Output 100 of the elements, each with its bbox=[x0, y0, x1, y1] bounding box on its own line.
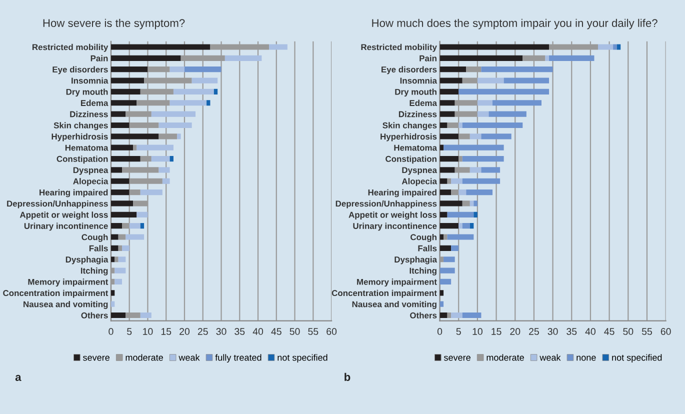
y-tick-label: Dry mouth bbox=[395, 88, 436, 97]
bar bbox=[440, 55, 523, 61]
y-tick-label: Alopecia bbox=[73, 178, 108, 186]
bar bbox=[474, 200, 478, 206]
y-tick-label: Pain bbox=[420, 55, 436, 62]
bar bbox=[466, 190, 493, 196]
x-tick-label: 20 bbox=[180, 328, 190, 335]
y-tick-label: Others bbox=[410, 312, 437, 318]
x-tick-label: 35 bbox=[566, 328, 577, 335]
x-tick-label: 25 bbox=[529, 328, 539, 335]
x-tick-label: 45 bbox=[604, 328, 614, 335]
bar bbox=[110, 55, 181, 61]
y-tick-label: Hematoma bbox=[394, 144, 438, 151]
bar bbox=[440, 190, 452, 196]
bar bbox=[440, 245, 452, 251]
x-tick-label: 30 bbox=[548, 328, 558, 335]
x-tick-label: 10 bbox=[472, 328, 482, 335]
y-tick-label: Itching bbox=[80, 267, 108, 276]
bar bbox=[114, 268, 126, 274]
x-tick-label: 55 bbox=[642, 328, 652, 335]
chart-title: How severe is the symptom? bbox=[43, 18, 185, 30]
bar bbox=[477, 78, 504, 84]
bar bbox=[440, 278, 452, 285]
y-tick-label: Insomnia bbox=[400, 77, 438, 84]
legend-label: weak bbox=[178, 354, 200, 361]
bar bbox=[110, 223, 122, 229]
y-tick-label: Itching bbox=[410, 267, 436, 276]
bar bbox=[118, 245, 122, 251]
y-tick-label: Cough bbox=[410, 234, 436, 242]
bar bbox=[118, 234, 126, 240]
bar bbox=[110, 88, 140, 94]
y-tick-label: Alopecia bbox=[402, 178, 438, 186]
bar bbox=[488, 111, 526, 117]
bar bbox=[110, 134, 159, 140]
legend-label: fully treated bbox=[215, 354, 262, 363]
x-tick-label: 60 bbox=[660, 328, 671, 335]
bar bbox=[440, 88, 459, 94]
y-tick-label: Hematoma bbox=[65, 144, 108, 151]
bar bbox=[440, 122, 448, 128]
x-tick-label: 5 bbox=[456, 328, 461, 335]
x-tick-label: 40 bbox=[252, 328, 264, 335]
bar bbox=[440, 200, 462, 206]
bar bbox=[206, 100, 210, 106]
bar bbox=[158, 122, 192, 128]
legend-label: severe bbox=[83, 356, 110, 361]
bar bbox=[114, 256, 118, 262]
legend-label: not specified bbox=[612, 354, 662, 363]
bar bbox=[173, 88, 214, 94]
y-tick-label: Cough bbox=[82, 234, 108, 242]
x-tick-label: 30 bbox=[216, 328, 226, 335]
legend-label: moderate bbox=[486, 354, 524, 361]
y-tick-label: Others bbox=[81, 312, 108, 318]
y-tick-label: Dyspnea bbox=[73, 167, 108, 175]
y-tick-label: Dysphagia bbox=[394, 256, 438, 264]
bar bbox=[462, 312, 482, 318]
bar bbox=[177, 134, 181, 140]
bar bbox=[444, 144, 504, 150]
bar bbox=[110, 245, 118, 251]
bar bbox=[451, 245, 459, 251]
y-tick-label: Appetit or weight loss bbox=[348, 212, 437, 220]
legend-label: severe bbox=[444, 356, 470, 361]
bar bbox=[462, 156, 504, 162]
bar bbox=[440, 301, 444, 307]
bar bbox=[447, 178, 452, 184]
bar bbox=[214, 88, 218, 94]
y-tick-label: Nausea and vomiting bbox=[352, 301, 436, 309]
y-tick-label: Memory impairment bbox=[28, 278, 108, 287]
x-tick-label: 50 bbox=[623, 328, 634, 335]
bar bbox=[458, 190, 466, 196]
bar bbox=[462, 178, 500, 184]
bar bbox=[440, 156, 459, 162]
legend-label: not specified bbox=[278, 354, 328, 363]
bar bbox=[110, 278, 115, 285]
y-tick-label: Urinary incontinence bbox=[353, 222, 437, 231]
bar bbox=[110, 111, 126, 117]
y-tick-label: Concentration impairment bbox=[332, 290, 437, 298]
y-tick-label: Constipation bbox=[56, 156, 108, 164]
x-tick-label: 40 bbox=[585, 328, 596, 335]
bar bbox=[110, 301, 115, 307]
bar bbox=[440, 144, 444, 150]
y-tick-label: Insomnia bbox=[72, 77, 108, 84]
y-tick-label: Hyperhidrosis bbox=[380, 133, 437, 142]
bar bbox=[481, 134, 512, 140]
x-tick-label: 10 bbox=[143, 328, 153, 335]
y-tick-label: Memory impairment bbox=[357, 278, 437, 287]
bar bbox=[269, 44, 288, 50]
y-tick-label: Dyspnea bbox=[402, 167, 438, 175]
bar bbox=[440, 111, 455, 117]
x-tick-label: 25 bbox=[198, 328, 208, 335]
bar bbox=[110, 200, 134, 206]
bar bbox=[477, 100, 493, 106]
bar bbox=[110, 167, 122, 173]
bar bbox=[440, 100, 455, 106]
bar bbox=[440, 268, 455, 274]
x-tick-label: 45 bbox=[271, 328, 282, 335]
bar bbox=[613, 44, 617, 50]
bar bbox=[481, 167, 500, 173]
legend-label: weak bbox=[540, 354, 561, 361]
x-tick-label: 15 bbox=[492, 328, 502, 335]
bar bbox=[447, 234, 474, 240]
